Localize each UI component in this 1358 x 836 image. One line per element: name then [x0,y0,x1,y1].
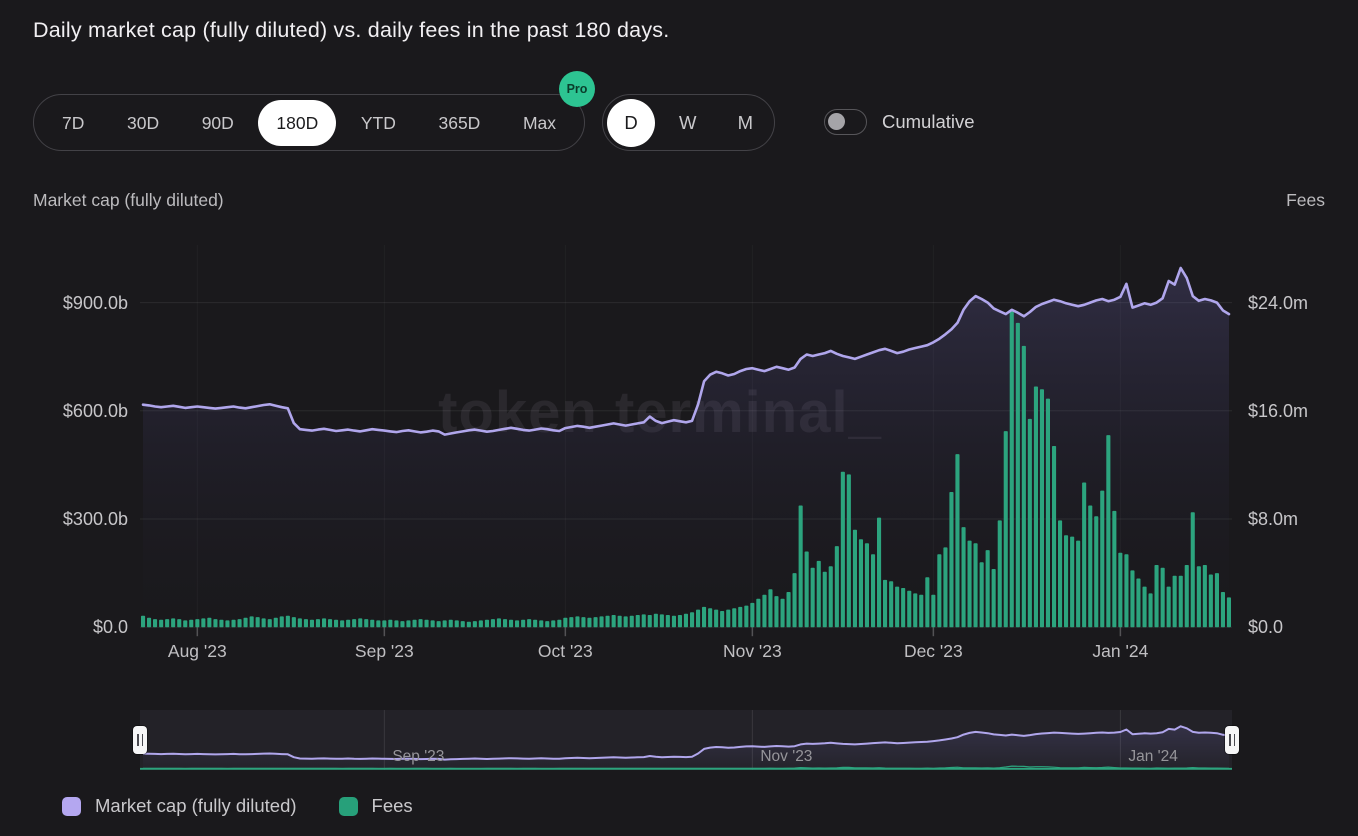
range-navigator[interactable]: Sep '23 Nov '23 Jan '24 [133,710,1239,770]
y-axis-label-right: $16.0m [1248,400,1309,421]
navigator-month-label: Jan '24 [1128,748,1178,765]
left-axis-title: Market cap (fully diluted) [33,190,224,210]
navigator-month-label: Sep '23 [392,748,445,765]
axis-titles-row: Market cap (fully diluted) Fees [33,190,1325,211]
range-tab-7d[interactable]: 7D [62,112,85,133]
legend-swatch [62,796,81,816]
y-axis-label-right: $24.0m [1248,292,1309,313]
pro-badge: Pro [559,71,595,107]
range-tab-ytd[interactable]: YTD [360,112,396,133]
time-range-selector: 7D 30D 90D 180D YTD 365D Max [33,94,585,151]
y-axis-label-left: $300.0b [62,509,128,529]
legend-item-market[interactable]: Market cap (fully diluted) [62,795,297,817]
legend-item-fees[interactable]: Fees [338,795,413,817]
granularity-tab-d[interactable]: D [607,98,655,147]
range-tab-max[interactable]: Max [522,112,556,133]
toggle-knob [828,113,845,130]
range-tab-365d[interactable]: 365D [438,112,481,133]
cumulative-toggle[interactable]: Cumulative [824,109,975,135]
navigator-chart [140,710,1232,770]
y-axis-label-left: $600.0b [62,400,128,421]
range-tab-180d[interactable]: 180D [258,99,337,146]
x-axis-label: Jan '24 [1092,641,1149,661]
legend-label: Market cap (fully diluted) [95,795,297,816]
legend-label: Fees [371,795,413,816]
range-tab-90d[interactable]: 90D [201,112,234,133]
cumulative-toggle-label: Cumulative [882,111,975,132]
toggle-track[interactable] [824,109,867,135]
x-axis-label: Sep '23 [354,641,414,661]
y-axis-label-right: $0.0 [1248,617,1284,638]
y-axis-label-right: $8.0m [1248,509,1299,529]
chart-legend: Market cap (fully diluted) Fees [62,795,413,817]
y-axis-label-left: $900.0b [62,292,128,313]
range-tab-30d[interactable]: 30D [126,112,160,133]
page-title: Daily market cap (fully diluted) vs. dai… [33,18,670,42]
y-axis-label-left: $0.0 [92,617,128,638]
x-axis-label: Oct '23 [537,641,593,661]
granularity-tab-m[interactable]: M [737,111,753,133]
granularity-tab-w[interactable]: W [679,111,697,133]
legend-swatch [338,796,358,816]
x-axis-label: Dec '23 [903,641,963,661]
navigator-handle-left[interactable] [133,726,147,754]
x-axis-label: Aug '23 [167,641,227,661]
navigator-handle-right[interactable] [1225,726,1239,754]
navigator-month-label: Nov '23 [760,748,813,765]
main-chart[interactable] [0,0,1358,700]
right-axis-title: Fees [1286,190,1325,210]
x-axis-label: Nov '23 [722,641,782,661]
